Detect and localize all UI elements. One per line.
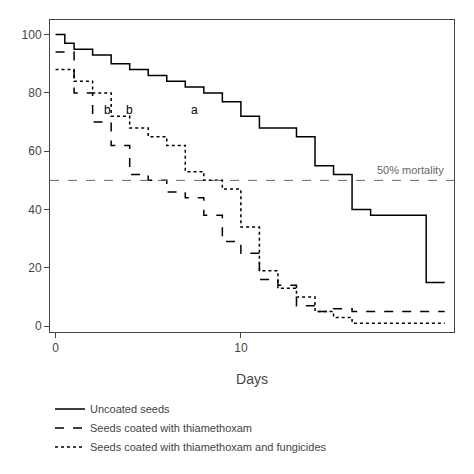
svg-text:0: 0 [35,319,42,333]
svg-text:Uncoated seeds: Uncoated seeds [90,403,170,415]
svg-text:50% mortality: 50% mortality [377,164,444,176]
svg-text:b: b [104,103,111,117]
svg-text:Seeds coated with thiamethoxam: Seeds coated with thiamethoxam and fungi… [90,441,327,453]
svg-text:100: 100 [22,28,42,42]
svg-text:80: 80 [28,86,42,100]
svg-text:10: 10 [234,341,248,355]
svg-text:60: 60 [28,144,42,158]
svg-text:b: b [126,103,133,117]
svg-text:0: 0 [52,341,59,355]
svg-text:Seeds coated with thiamethoxam: Seeds coated with thiamethoxam [90,422,252,434]
svg-text:40: 40 [28,203,42,217]
svg-text:a: a [191,103,198,117]
svg-text:Days: Days [236,371,268,387]
svg-text:20: 20 [28,261,42,275]
